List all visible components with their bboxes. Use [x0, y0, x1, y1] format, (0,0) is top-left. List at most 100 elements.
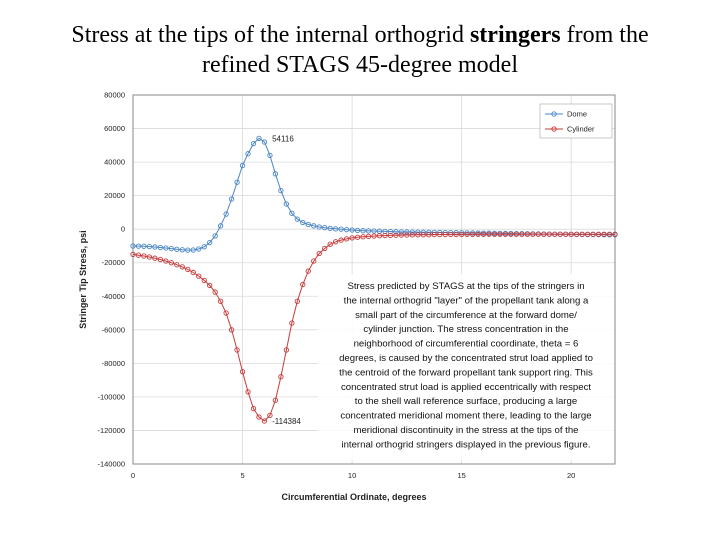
data-point-cylinder [519, 231, 525, 237]
peak-min-label: -114384 [272, 417, 301, 426]
y-tick-label: 0 [121, 225, 125, 234]
data-point-cylinder [146, 254, 153, 260]
data-point-dome [409, 229, 415, 235]
y-axis-label: Stringer Tip Stress, psi [78, 230, 88, 328]
data-point-dome [146, 243, 153, 250]
data-point-dome [261, 139, 268, 145]
data-point-dome [354, 227, 361, 234]
data-point-cylinder [360, 234, 366, 240]
note-line: neighborhood of circumferential coordina… [354, 339, 579, 350]
data-point-cylinder [475, 231, 481, 237]
data-point-cylinder [305, 268, 311, 274]
data-point-dome [190, 247, 196, 253]
data-point-dome [311, 223, 317, 229]
data-point-cylinder [458, 231, 465, 238]
plot-frame [132, 94, 616, 465]
data-point-cylinder [207, 282, 213, 289]
data-point-cylinder [437, 231, 443, 238]
data-point-cylinder [311, 258, 317, 264]
data-point-cylinder [606, 231, 613, 237]
data-point-dome [294, 216, 300, 222]
stress-chart: 80000 60000 40000 20000 0 -20000 -40000 -60000 -… [78, 91, 618, 502]
note-line: to the shell wall reference surface, pro… [355, 396, 577, 407]
data-point-cylinder [371, 233, 377, 239]
data-point-cylinder [557, 231, 563, 237]
data-point-cylinder [453, 231, 459, 238]
y-tick-label: -80000 [102, 359, 125, 368]
data-point-cylinder [530, 231, 536, 237]
data-point-cylinder [382, 232, 388, 239]
data-point-dome [256, 135, 262, 142]
data-point-dome [228, 196, 235, 202]
legend-marker-dome [551, 111, 557, 117]
data-point-cylinder [327, 241, 333, 247]
data-point-cylinder [174, 262, 180, 268]
data-point-cylinder [228, 327, 235, 333]
title-text: Stress at the tips of the internal ortho… [71, 22, 470, 48]
data-point-cylinder [239, 369, 246, 375]
data-point-dome [201, 244, 207, 250]
data-point-cylinder [601, 231, 607, 237]
data-point-cylinder [333, 239, 339, 245]
data-point-dome [168, 245, 174, 252]
data-point-cylinder [289, 320, 295, 326]
y-tick-label: 80000 [104, 91, 125, 100]
data-point-dome [223, 211, 229, 217]
data-point-cylinder [135, 252, 142, 258]
data-point-dome [398, 229, 405, 235]
slide-title: Stress at the tips of the internal ortho… [40, 20, 680, 80]
data-point-cylinder [196, 273, 202, 279]
y-tick-label: -60000 [102, 325, 125, 334]
y-tick-label: 60000 [104, 124, 125, 133]
data-point-dome [387, 228, 394, 235]
data-point-dome [163, 245, 169, 251]
note-line: meridional discontinuity in the stress a… [353, 425, 578, 436]
data-point-cylinder [612, 231, 618, 237]
y-tick-label: -120000 [97, 426, 125, 435]
legend-label-dome: Dome [567, 110, 587, 119]
legend-label-cylinder: Cylinder [567, 125, 595, 134]
data-point-cylinder [431, 231, 437, 238]
note-line: Stress predicted by STAGS at the tips of… [347, 281, 584, 292]
data-point-cylinder [212, 289, 218, 295]
data-point-dome [404, 229, 410, 235]
data-point-dome [278, 187, 284, 194]
note-line: the internal orthogrid "layer" of the pr… [344, 295, 589, 306]
data-point-cylinder [574, 231, 580, 237]
peak-max-label: 54116 [272, 134, 294, 143]
data-point-cylinder [163, 258, 169, 264]
data-point-cylinder [245, 389, 251, 395]
data-point-cylinder [130, 251, 136, 257]
chart-annotation-note: Stress predicted by STAGS at the tips of… [318, 274, 614, 460]
legend-box [539, 103, 613, 139]
x-tick-label: 10 [348, 471, 356, 480]
data-point-cylinder [502, 231, 509, 237]
data-point-dome [322, 225, 328, 231]
data-point-cylinder [157, 256, 164, 263]
data-point-cylinder [568, 231, 574, 237]
data-point-dome [212, 233, 218, 239]
data-point-dome [371, 228, 377, 234]
data-point-cylinder [234, 347, 240, 353]
data-point-dome [135, 243, 142, 249]
legend-marker-cylinder [551, 126, 557, 132]
data-point-dome [152, 244, 158, 250]
data-point-cylinder [387, 232, 394, 239]
data-point-cylinder [398, 232, 405, 238]
chart-series [130, 135, 618, 424]
y-tick-label: -20000 [102, 258, 125, 267]
data-point-cylinder [486, 231, 492, 237]
data-point-cylinder [491, 231, 498, 237]
data-point-dome [305, 221, 311, 228]
data-point-cylinder [513, 231, 520, 237]
data-point-cylinder [294, 298, 300, 304]
x-tick-label: 20 [567, 471, 575, 480]
y-tick-labels: 80000 60000 40000 20000 0 -20000 -40000 -60000 -… [97, 91, 125, 469]
data-point-cylinder [535, 231, 541, 237]
data-point-dome [239, 162, 246, 169]
data-point-cylinder [141, 253, 147, 259]
data-point-cylinder [283, 347, 290, 353]
data-point-dome [207, 239, 213, 246]
data-point-cylinder [185, 266, 191, 273]
data-point-cylinder [497, 231, 503, 237]
